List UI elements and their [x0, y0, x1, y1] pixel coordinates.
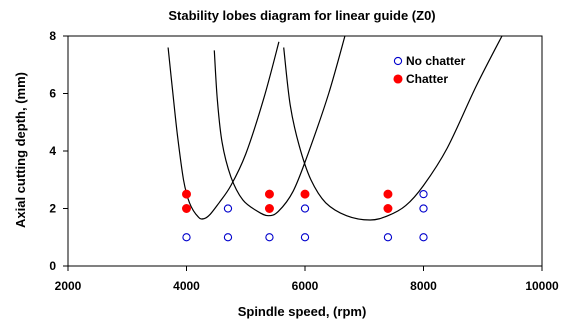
y-tick-label: 2 [49, 202, 56, 216]
no-chatter-point [419, 204, 428, 213]
y-tick-label: 0 [49, 259, 56, 273]
x-tick-label: 8000 [410, 279, 437, 293]
chatter-point [383, 204, 393, 213]
y-tick-label: 6 [49, 87, 56, 101]
x-tick-label: 2000 [55, 279, 82, 293]
legend-label-chatter: Chatter [406, 72, 448, 86]
data-points [182, 189, 428, 242]
chatter-point [264, 189, 274, 199]
chatter-point [383, 189, 393, 199]
y-tick-label: 8 [49, 29, 56, 43]
legend-label-no-chatter: No chatter [406, 54, 466, 68]
stability-lobe-1 [167, 41, 280, 220]
plot-border [67, 35, 543, 267]
stability-lobe-2 [213, 36, 346, 217]
chatter-point [264, 204, 274, 213]
no-chatter-point [419, 233, 428, 242]
x-tick-label: 4000 [173, 279, 200, 293]
no-chatter-point [265, 233, 274, 242]
no-chatter-point [383, 233, 393, 242]
x-tick-label: 6000 [292, 279, 319, 293]
x-axis-ticks: 2000 4000 6000 8000 10000 [55, 266, 559, 293]
chatter-point [182, 189, 191, 199]
stability-lobe-curves [167, 36, 503, 221]
no-chatter-point [300, 233, 310, 242]
no-chatter-point [223, 233, 233, 242]
legend-marker-chatter [393, 74, 403, 84]
plot-area [67, 35, 543, 267]
x-axis-label: Spindle speed, (rpm) [238, 304, 367, 319]
x-tick-label: 10000 [525, 279, 559, 293]
chatter-point [182, 204, 191, 213]
stability-lobe-3 [283, 36, 503, 221]
no-chatter-point [300, 204, 310, 213]
no-chatter-point [182, 233, 191, 242]
y-tick-label: 4 [49, 144, 56, 158]
no-chatter-point [419, 189, 428, 199]
legend-marker-no-chatter [393, 56, 403, 66]
y-axis-label: Axial cutting depth, (mm) [13, 72, 28, 228]
chart-title: Stability lobes diagram for linear guide… [168, 8, 435, 23]
no-chatter-point [223, 204, 233, 213]
chatter-point [300, 189, 310, 199]
legend: No chatter Chatter [393, 54, 466, 86]
y-axis-ticks: 0 2 4 6 8 [49, 29, 68, 273]
